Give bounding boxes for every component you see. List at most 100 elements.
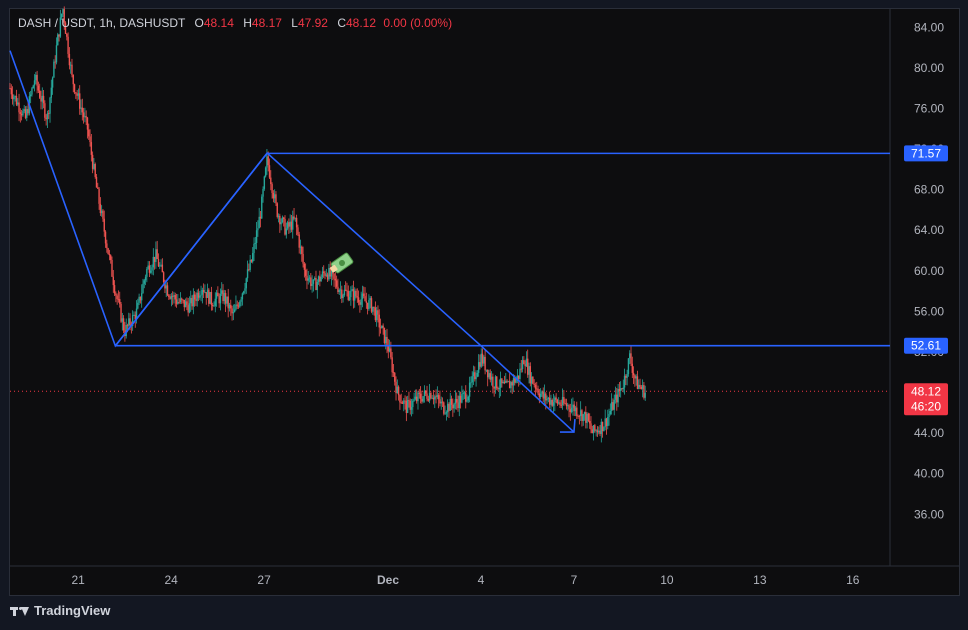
candle-body bbox=[395, 381, 397, 394]
candle-body bbox=[440, 401, 442, 404]
candle-body bbox=[479, 362, 481, 367]
high-value: 48.17 bbox=[251, 16, 282, 30]
change-value: 0.00 (0.00%) bbox=[383, 16, 453, 30]
candle-body bbox=[542, 391, 544, 399]
candle-body bbox=[257, 228, 259, 231]
candle-body bbox=[573, 404, 575, 412]
candle-body bbox=[248, 269, 250, 271]
candle-body bbox=[613, 399, 615, 410]
candle-body bbox=[623, 375, 626, 388]
candle-body bbox=[71, 64, 73, 75]
candle-body bbox=[550, 399, 552, 405]
candle-body bbox=[9, 88, 11, 89]
candle-body bbox=[492, 376, 494, 387]
candle-body bbox=[131, 315, 134, 326]
candle-body bbox=[462, 392, 464, 395]
level-price-tag bbox=[904, 145, 948, 162]
candle-body bbox=[138, 296, 140, 303]
candle-body bbox=[190, 297, 192, 304]
candle-body bbox=[496, 376, 498, 389]
chart-panel[interactable] bbox=[9, 8, 960, 596]
candle-body bbox=[134, 314, 136, 320]
candle-body bbox=[598, 430, 600, 433]
candle-body bbox=[441, 401, 444, 403]
candle-body bbox=[583, 411, 586, 415]
candle-body bbox=[454, 399, 457, 404]
candle-body bbox=[378, 314, 380, 328]
candle-body bbox=[90, 142, 93, 155]
candle-body bbox=[49, 97, 51, 114]
candle-body bbox=[32, 85, 34, 89]
candle-body bbox=[412, 400, 414, 408]
candle-body bbox=[209, 292, 211, 304]
x-tick-label: 13 bbox=[753, 573, 767, 587]
candle-body bbox=[629, 353, 631, 359]
y-tick-label: 84.00 bbox=[914, 20, 944, 34]
x-tick-label: Dec bbox=[377, 573, 399, 587]
candle-body bbox=[514, 378, 516, 383]
candle-body bbox=[187, 305, 189, 313]
candle-body bbox=[157, 258, 160, 267]
candle-body bbox=[607, 417, 609, 427]
candle-body bbox=[169, 296, 171, 299]
candle-body bbox=[529, 366, 532, 384]
candle-body bbox=[186, 301, 188, 306]
candle-body bbox=[285, 228, 287, 235]
candle-body bbox=[408, 400, 410, 401]
candle-body bbox=[323, 271, 325, 273]
candle-body bbox=[457, 402, 459, 409]
candle-body bbox=[604, 418, 606, 428]
candle-body bbox=[202, 289, 205, 293]
candle-body bbox=[432, 397, 435, 400]
candle-body bbox=[160, 264, 162, 266]
candle-body bbox=[254, 242, 257, 244]
candle-body bbox=[521, 360, 524, 370]
candle-body bbox=[511, 382, 513, 386]
candle-body bbox=[170, 295, 173, 299]
candle-body bbox=[456, 399, 458, 403]
candle-body bbox=[266, 156, 268, 168]
candle-body bbox=[159, 265, 161, 267]
candle-body bbox=[422, 396, 424, 402]
candle-body bbox=[516, 375, 519, 380]
candle-body bbox=[106, 243, 108, 249]
candle-body bbox=[458, 395, 460, 409]
candle-body bbox=[466, 400, 468, 402]
candle-body bbox=[565, 403, 568, 407]
candle-body bbox=[142, 283, 144, 294]
candle-body bbox=[471, 376, 473, 383]
candle-body bbox=[10, 88, 12, 95]
candle-body bbox=[351, 289, 353, 291]
tradingview-logo-icon bbox=[10, 605, 30, 617]
candle-body bbox=[72, 74, 74, 85]
candle-body bbox=[210, 292, 213, 306]
projection-arrow-line bbox=[480, 345, 575, 433]
candle-body bbox=[430, 392, 432, 399]
candle-body bbox=[501, 378, 503, 384]
candle-body bbox=[431, 397, 433, 399]
candle-body bbox=[143, 280, 145, 284]
candle-body bbox=[577, 415, 579, 417]
candle-body bbox=[360, 299, 362, 305]
candle-body bbox=[415, 396, 418, 402]
candle-body bbox=[315, 277, 317, 291]
candle-body bbox=[374, 307, 377, 321]
candle-body bbox=[88, 129, 90, 137]
candle-body bbox=[252, 253, 254, 262]
candle-body bbox=[630, 353, 632, 364]
candle-body bbox=[13, 97, 15, 100]
candle-body bbox=[498, 387, 501, 390]
brand-footer[interactable]: TradingView bbox=[10, 603, 110, 618]
candle-body bbox=[310, 277, 312, 286]
candle-body bbox=[221, 290, 223, 294]
candle-body bbox=[483, 356, 485, 364]
candle-body bbox=[271, 184, 273, 193]
candle-body bbox=[537, 388, 539, 394]
candle-body bbox=[461, 394, 463, 403]
candle-body bbox=[636, 376, 639, 389]
candle-body bbox=[342, 295, 344, 299]
candle-body bbox=[64, 22, 67, 34]
candle-body bbox=[53, 61, 55, 78]
candle-body bbox=[632, 372, 635, 376]
